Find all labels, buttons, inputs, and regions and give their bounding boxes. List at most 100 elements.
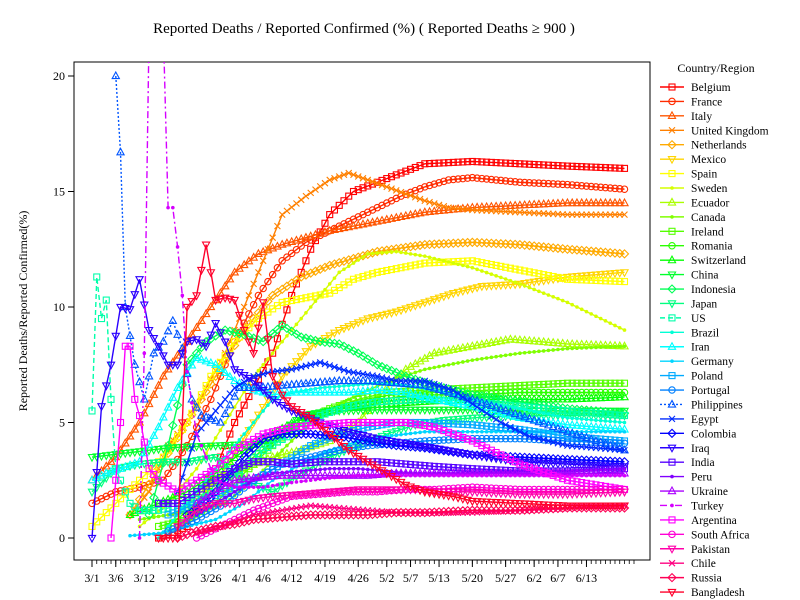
data-point: [491, 282, 501, 291]
legend-label: Belgium: [691, 82, 731, 94]
data-point: [446, 260, 451, 264]
data-point: [206, 301, 216, 311]
data-point: [288, 296, 296, 305]
data-point: [182, 367, 192, 376]
data-point: [608, 345, 613, 349]
data-point: [489, 473, 494, 478]
data-point: [410, 486, 420, 495]
data-point: [358, 486, 368, 495]
data-point: [353, 319, 363, 328]
data-point: [586, 502, 596, 511]
data-point: [520, 178, 529, 187]
data-point: [468, 437, 476, 445]
legend-item-ireland: Ireland: [660, 226, 724, 238]
data-point: [339, 375, 349, 385]
data-point: [519, 505, 530, 515]
data-point: [510, 408, 520, 418]
data-point: [150, 506, 158, 514]
data-point: [406, 396, 415, 404]
data-point: [377, 311, 387, 321]
data-point: [558, 502, 568, 511]
data-point: [508, 404, 513, 409]
legend-marker: [667, 139, 677, 150]
data-point: [204, 455, 208, 459]
data-point: [244, 473, 254, 482]
data-point: [177, 519, 187, 528]
data-point: [439, 293, 449, 302]
data-point: [567, 461, 577, 470]
data-point: [497, 159, 505, 167]
data-point: [578, 479, 586, 487]
data-point: [610, 502, 620, 511]
data-point: [296, 353, 306, 362]
data-point: [173, 361, 183, 370]
data-point: [178, 448, 187, 457]
data-point: [492, 448, 500, 457]
data-point: [250, 319, 258, 327]
data-point: [324, 260, 335, 271]
data-point: [359, 184, 367, 192]
legend-item-germany: Germany: [660, 356, 734, 368]
data-point: [302, 454, 310, 463]
data-point: [587, 182, 595, 191]
data-point: [478, 158, 486, 166]
data-point: [448, 388, 458, 398]
data-point: [158, 371, 168, 380]
data-point: [491, 402, 501, 411]
data-point: [415, 406, 425, 415]
data-point: [396, 306, 406, 316]
data-point: [582, 408, 591, 417]
data-point: [386, 365, 397, 376]
data-point: [482, 399, 492, 408]
data-point: [348, 470, 359, 479]
data-point: [139, 487, 150, 497]
data-point: [511, 485, 519, 494]
data-point: [430, 159, 438, 167]
data-point: [486, 454, 496, 463]
data-point: [453, 343, 463, 353]
data-point: [340, 197, 348, 205]
data-point: [562, 426, 572, 435]
legend-marker: [667, 300, 677, 309]
data-point: [166, 205, 170, 210]
data-point: [596, 502, 606, 511]
data-point: [245, 310, 253, 318]
data-point: [346, 383, 351, 388]
data-point: [435, 159, 443, 167]
data-point: [553, 338, 563, 347]
data-point: [467, 451, 477, 460]
legend-item-spain: Spain: [660, 169, 717, 181]
data-point: [439, 238, 449, 249]
data-point: [468, 483, 477, 491]
data-point: [621, 211, 628, 218]
data-point: [318, 477, 323, 481]
data-point: [434, 294, 444, 303]
data-point: [229, 519, 240, 529]
data-point: [372, 216, 382, 225]
data-point: [142, 516, 147, 521]
data-point: [463, 450, 473, 460]
data-point: [458, 488, 468, 497]
data-point: [606, 379, 614, 387]
data-point: [367, 385, 378, 394]
data-point: [387, 418, 396, 427]
data-point: [584, 417, 589, 422]
data-point: [258, 387, 268, 396]
data-point: [594, 473, 598, 478]
data-point: [515, 500, 525, 509]
data-point: [581, 490, 591, 499]
data-point: [472, 395, 482, 405]
data-point: [283, 297, 291, 306]
data-point: [497, 262, 505, 270]
data-point: [478, 422, 486, 430]
data-point: [396, 211, 406, 221]
data-point: [163, 364, 173, 373]
data-point: [434, 490, 444, 500]
data-point: [605, 197, 615, 207]
data-point: [591, 393, 601, 402]
data-point: [244, 496, 254, 506]
data-point: [611, 388, 619, 397]
data-point: [215, 442, 225, 451]
data-point: [415, 380, 425, 389]
data-point: [439, 205, 449, 214]
